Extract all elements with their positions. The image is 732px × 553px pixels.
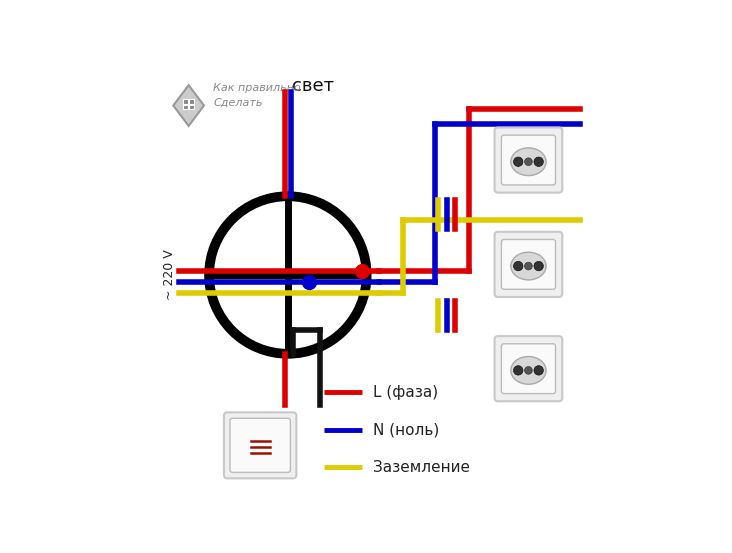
Circle shape [534,262,543,271]
Text: ~ 220 V: ~ 220 V [163,249,176,300]
FancyBboxPatch shape [189,105,194,109]
Ellipse shape [511,357,546,384]
FancyBboxPatch shape [501,135,556,185]
FancyBboxPatch shape [183,100,187,104]
FancyBboxPatch shape [224,413,296,478]
Circle shape [525,367,532,374]
Circle shape [514,262,523,271]
Text: N (ноль): N (ноль) [373,422,439,437]
FancyBboxPatch shape [501,344,556,394]
Text: Сделать: Сделать [213,97,263,107]
Text: свет: свет [292,77,335,95]
FancyBboxPatch shape [495,232,562,297]
FancyBboxPatch shape [495,336,562,401]
Text: L (фаза): L (фаза) [373,384,438,400]
FancyBboxPatch shape [501,239,556,289]
Ellipse shape [511,252,546,280]
Circle shape [525,158,532,165]
FancyBboxPatch shape [230,418,291,472]
Circle shape [514,366,523,375]
Circle shape [534,366,543,375]
Ellipse shape [511,148,546,176]
FancyBboxPatch shape [189,100,194,104]
Circle shape [514,157,523,166]
Text: Заземление: Заземление [373,460,470,474]
Polygon shape [173,85,204,126]
FancyBboxPatch shape [183,105,187,109]
Circle shape [525,262,532,270]
Circle shape [534,157,543,166]
FancyBboxPatch shape [495,127,562,192]
Text: Как правильно: Как правильно [213,82,301,93]
